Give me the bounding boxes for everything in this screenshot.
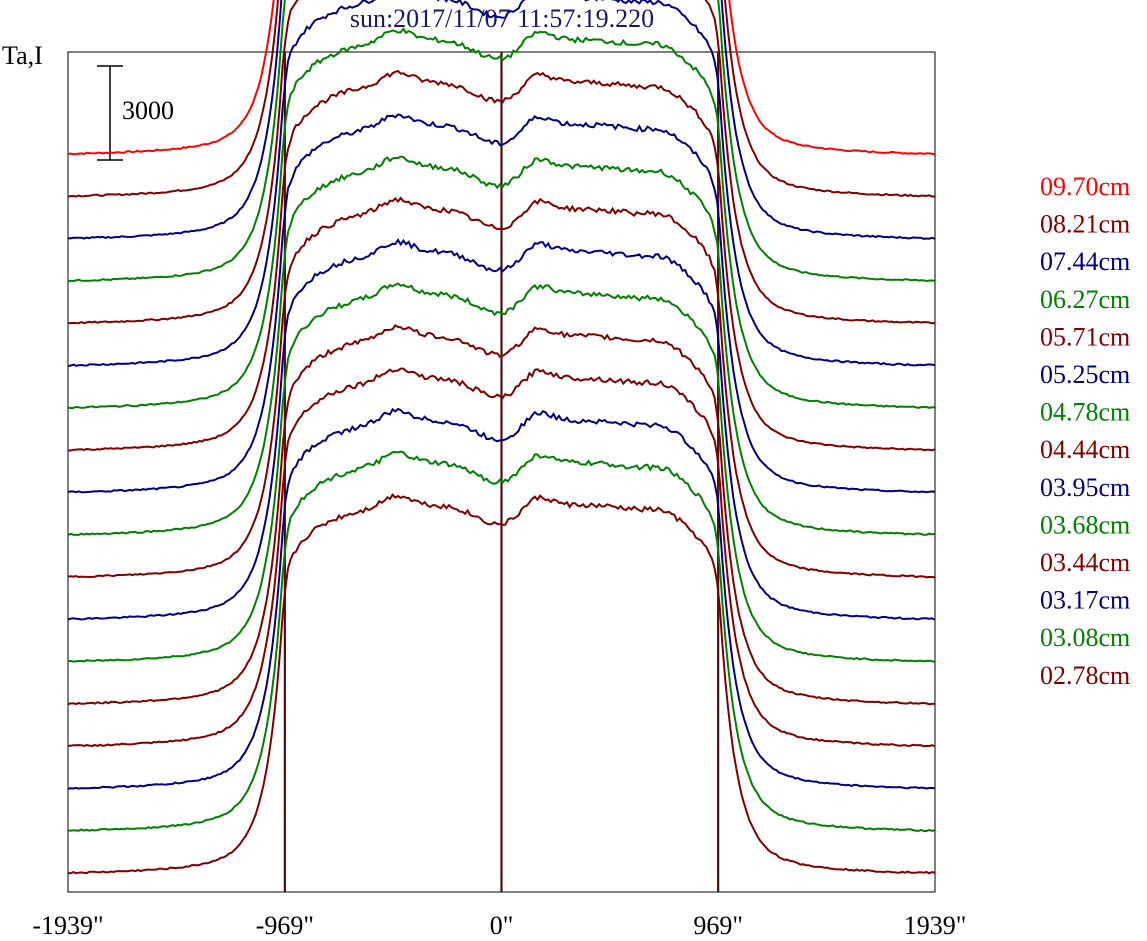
series-line-6	[67, 27, 935, 410]
series-line-7	[68, 69, 935, 452]
x-tick-label-3: 969"	[693, 911, 743, 940]
scale-bar: 3000	[97, 65, 174, 161]
series-line-8	[67, 113, 935, 494]
series-line-11	[67, 238, 936, 621]
scale-bar-label: 3000	[122, 96, 174, 125]
legend-entry-7: 04.44cm	[1040, 435, 1130, 464]
series-line-2	[67, 0, 935, 240]
series-line-17	[67, 493, 935, 875]
legend-entry-10: 03.44cm	[1040, 548, 1130, 577]
legend-entry-2: 07.44cm	[1040, 247, 1130, 276]
legend-entry-13: 02.78cm	[1040, 661, 1130, 690]
x-tick-labels: -1939" -969" 0" 969" 1939"	[32, 911, 966, 940]
legend-entry-12: 03.08cm	[1040, 623, 1130, 652]
series-line-15	[67, 407, 935, 790]
legend-entry-0: 09.70cm	[1040, 172, 1130, 201]
legend-entry-11: 03.17cm	[1040, 586, 1130, 615]
series-line-13	[67, 323, 935, 706]
series-line-14	[67, 367, 935, 748]
legend: 09.70cm 08.21cm 07.44cm 06.27cm 05.71cm 05.25…	[1040, 172, 1130, 690]
series-line-3	[67, 0, 935, 283]
series-line-16	[67, 450, 935, 832]
legend-entry-3: 06.27cm	[1040, 285, 1130, 314]
series-line-4	[67, 0, 935, 325]
legend-entry-5: 05.25cm	[1040, 360, 1130, 389]
series-line-9	[67, 155, 935, 537]
legend-entry-8: 03.95cm	[1040, 473, 1130, 502]
legend-entry-1: 08.21cm	[1040, 210, 1130, 239]
series-line-0	[67, 0, 935, 156]
x-tick-label-0: -1939"	[32, 911, 103, 940]
x-tick-label-2: 0"	[490, 911, 514, 940]
x-tick-label-1: -969"	[256, 911, 314, 940]
y-axis-label: Ta,I	[2, 41, 43, 70]
series-line-1	[67, 0, 935, 198]
series-line-12	[67, 282, 935, 663]
x-tick-label-4: 1939"	[904, 911, 967, 940]
legend-entry-9: 03.68cm	[1040, 510, 1130, 539]
series-line-5	[67, 0, 935, 367]
legend-entry-6: 04.78cm	[1040, 398, 1130, 427]
legend-entry-4: 05.71cm	[1040, 322, 1130, 351]
series-curves	[67, 0, 936, 875]
series-line-10	[67, 196, 935, 579]
